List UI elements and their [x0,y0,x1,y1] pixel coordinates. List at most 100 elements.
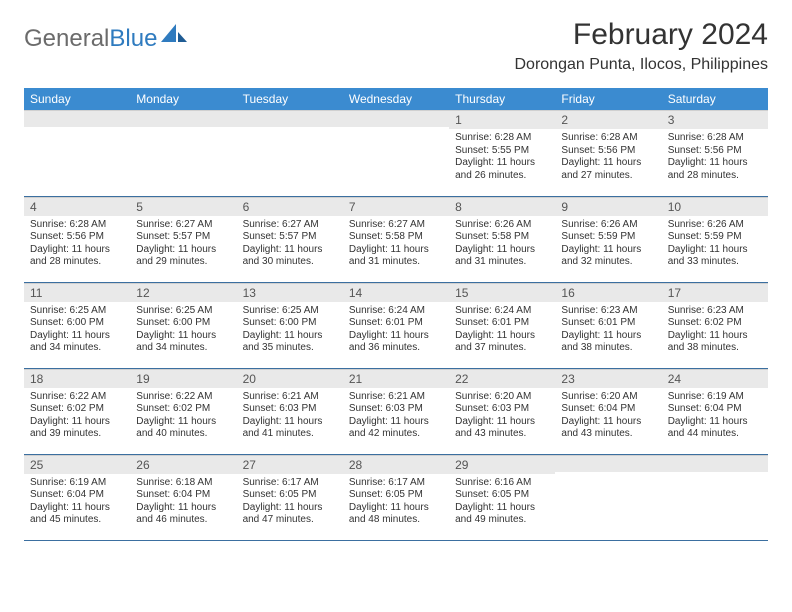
detail-sunset: Sunset: 5:59 PM [668,231,762,244]
day-number: 13 [237,283,343,302]
detail-daylight2: and 42 minutes. [349,428,443,441]
calendar-cell: 9Sunrise: 6:26 AMSunset: 5:59 PMDaylight… [555,196,661,282]
detail-sunset: Sunset: 6:01 PM [561,317,655,330]
detail-daylight2: and 28 minutes. [30,256,124,269]
day-details: Sunrise: 6:26 AMSunset: 5:59 PMDaylight:… [555,216,661,273]
detail-sunset: Sunset: 6:05 PM [243,489,337,502]
detail-daylight1: Daylight: 11 hours [243,416,337,429]
detail-daylight2: and 36 minutes. [349,342,443,355]
detail-daylight2: and 44 minutes. [668,428,762,441]
detail-sunset: Sunset: 6:03 PM [455,403,549,416]
detail-sunrise: Sunrise: 6:28 AM [668,132,762,145]
detail-daylight1: Daylight: 11 hours [136,502,230,515]
logo-text-2: Blue [109,25,157,53]
location-text: Dorongan Punta, Ilocos, Philippines [515,56,769,74]
detail-daylight2: and 30 minutes. [243,256,337,269]
detail-sunrise: Sunrise: 6:27 AM [243,219,337,232]
calendar-cell: 10Sunrise: 6:26 AMSunset: 5:59 PMDayligh… [662,196,768,282]
day-number [555,455,661,472]
detail-daylight2: and 38 minutes. [668,342,762,355]
day-details: Sunrise: 6:27 AMSunset: 5:57 PMDaylight:… [237,216,343,273]
day-details: Sunrise: 6:22 AMSunset: 6:02 PMDaylight:… [24,388,130,445]
detail-sunrise: Sunrise: 6:16 AM [455,477,549,490]
detail-sunrise: Sunrise: 6:27 AM [136,219,230,232]
detail-sunrise: Sunrise: 6:23 AM [668,305,762,318]
day-details: Sunrise: 6:19 AMSunset: 6:04 PMDaylight:… [662,388,768,445]
calendar-cell: 12Sunrise: 6:25 AMSunset: 6:00 PMDayligh… [130,282,236,368]
detail-daylight1: Daylight: 11 hours [561,157,655,170]
logo: GeneralBlue [24,24,187,53]
day-details: Sunrise: 6:27 AMSunset: 5:58 PMDaylight:… [343,216,449,273]
day-details: Sunrise: 6:17 AMSunset: 6:05 PMDaylight:… [237,474,343,531]
day-header: Friday [555,88,661,110]
day-details: Sunrise: 6:25 AMSunset: 6:00 PMDaylight:… [130,302,236,359]
calendar-cell: 7Sunrise: 6:27 AMSunset: 5:58 PMDaylight… [343,196,449,282]
day-number: 14 [343,283,449,302]
day-details: Sunrise: 6:19 AMSunset: 6:04 PMDaylight:… [24,474,130,531]
detail-sunrise: Sunrise: 6:21 AM [243,391,337,404]
detail-sunset: Sunset: 6:02 PM [136,403,230,416]
day-number: 15 [449,283,555,302]
detail-daylight2: and 33 minutes. [668,256,762,269]
calendar-row: 25Sunrise: 6:19 AMSunset: 6:04 PMDayligh… [24,454,768,540]
day-details: Sunrise: 6:28 AMSunset: 5:56 PMDaylight:… [662,129,768,186]
day-number: 27 [237,455,343,474]
day-number: 23 [555,369,661,388]
calendar-cell [343,110,449,196]
detail-daylight2: and 37 minutes. [455,342,549,355]
day-number [237,110,343,127]
detail-sunrise: Sunrise: 6:26 AM [668,219,762,232]
calendar-cell: 8Sunrise: 6:26 AMSunset: 5:58 PMDaylight… [449,196,555,282]
calendar-row: 11Sunrise: 6:25 AMSunset: 6:00 PMDayligh… [24,282,768,368]
calendar-cell: 2Sunrise: 6:28 AMSunset: 5:56 PMDaylight… [555,110,661,196]
detail-daylight2: and 32 minutes. [561,256,655,269]
calendar-cell: 18Sunrise: 6:22 AMSunset: 6:02 PMDayligh… [24,368,130,454]
detail-sunrise: Sunrise: 6:22 AM [136,391,230,404]
calendar-cell: 28Sunrise: 6:17 AMSunset: 6:05 PMDayligh… [343,454,449,540]
calendar-cell: 16Sunrise: 6:23 AMSunset: 6:01 PMDayligh… [555,282,661,368]
logo-text-1: General [24,25,109,53]
day-number: 29 [449,455,555,474]
calendar-cell: 17Sunrise: 6:23 AMSunset: 6:02 PMDayligh… [662,282,768,368]
calendar-cell [130,110,236,196]
detail-daylight1: Daylight: 11 hours [455,244,549,257]
detail-daylight2: and 34 minutes. [136,342,230,355]
calendar-cell: 14Sunrise: 6:24 AMSunset: 6:01 PMDayligh… [343,282,449,368]
detail-sunrise: Sunrise: 6:20 AM [561,391,655,404]
day-details [555,472,661,532]
detail-daylight1: Daylight: 11 hours [136,330,230,343]
detail-daylight1: Daylight: 11 hours [136,416,230,429]
day-details: Sunrise: 6:24 AMSunset: 6:01 PMDaylight:… [343,302,449,359]
detail-daylight2: and 47 minutes. [243,514,337,527]
detail-sunset: Sunset: 5:55 PM [455,145,549,158]
day-details: Sunrise: 6:25 AMSunset: 6:00 PMDaylight:… [237,302,343,359]
detail-daylight2: and 31 minutes. [349,256,443,269]
day-details: Sunrise: 6:22 AMSunset: 6:02 PMDaylight:… [130,388,236,445]
day-number: 1 [449,110,555,129]
day-details [24,127,130,187]
detail-sunrise: Sunrise: 6:25 AM [30,305,124,318]
detail-daylight2: and 38 minutes. [561,342,655,355]
calendar-cell [24,110,130,196]
detail-daylight1: Daylight: 11 hours [561,244,655,257]
day-details: Sunrise: 6:16 AMSunset: 6:05 PMDaylight:… [449,474,555,531]
day-number: 22 [449,369,555,388]
detail-daylight2: and 39 minutes. [30,428,124,441]
detail-sunset: Sunset: 5:58 PM [349,231,443,244]
detail-sunrise: Sunrise: 6:25 AM [243,305,337,318]
detail-daylight1: Daylight: 11 hours [668,244,762,257]
calendar-cell: 22Sunrise: 6:20 AMSunset: 6:03 PMDayligh… [449,368,555,454]
detail-sunrise: Sunrise: 6:26 AM [455,219,549,232]
detail-sunrise: Sunrise: 6:19 AM [668,391,762,404]
detail-sunset: Sunset: 6:00 PM [136,317,230,330]
detail-daylight1: Daylight: 11 hours [668,416,762,429]
title-block: February 2024 Dorongan Punta, Ilocos, Ph… [515,18,769,74]
detail-daylight1: Daylight: 11 hours [136,244,230,257]
day-number: 18 [24,369,130,388]
day-details: Sunrise: 6:27 AMSunset: 5:57 PMDaylight:… [130,216,236,273]
detail-daylight1: Daylight: 11 hours [349,330,443,343]
detail-sunrise: Sunrise: 6:18 AM [136,477,230,490]
detail-daylight1: Daylight: 11 hours [455,416,549,429]
day-number [662,455,768,472]
calendar-cell: 27Sunrise: 6:17 AMSunset: 6:05 PMDayligh… [237,454,343,540]
